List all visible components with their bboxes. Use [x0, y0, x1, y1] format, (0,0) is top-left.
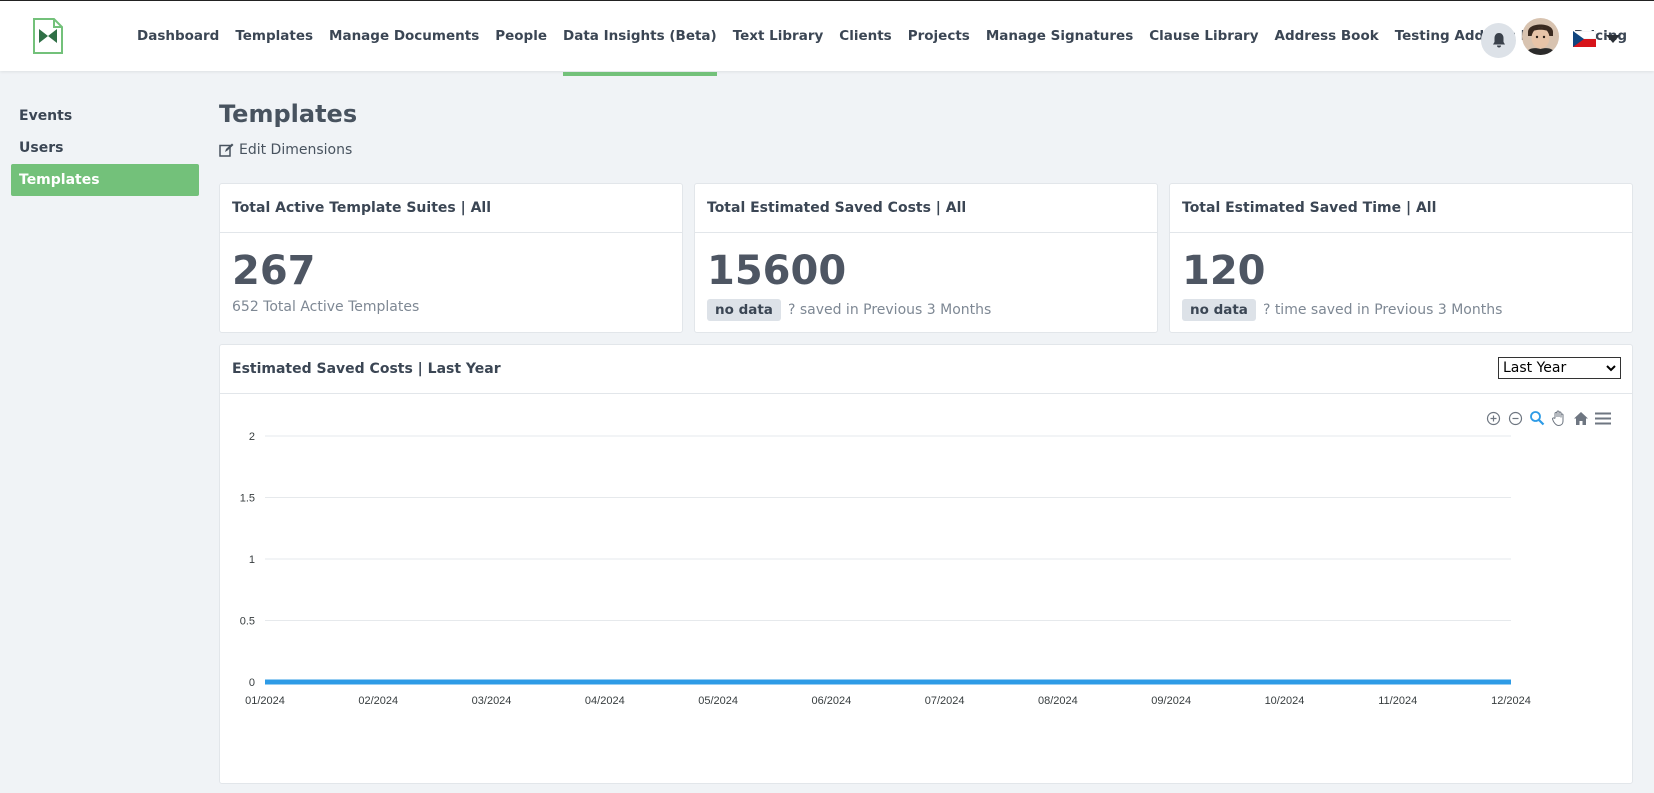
card-title: Total Estimated Saved Time | All [1170, 184, 1632, 233]
sidebar: Events Users Templates [11, 100, 199, 196]
edit-dimensions-link[interactable]: Edit Dimensions [219, 142, 352, 158]
language-dropdown-chevron-down-icon[interactable] [1606, 35, 1620, 43]
range-select[interactable]: Last Year [1498, 357, 1621, 379]
bell-icon [1492, 33, 1505, 48]
zoom-in-icon[interactable] [1485, 410, 1501, 426]
nav-item-clients[interactable]: Clients [839, 28, 892, 44]
y-tick-label: 0 [249, 677, 255, 689]
saved-costs-chart: 0 0.5 1 1.5 2 01/2024 02/2024 03/2024 04/2024 05/… [240, 431, 1531, 707]
edit-icon [219, 143, 234, 157]
zoom-out-icon[interactable] [1507, 410, 1523, 426]
page-title: Templates [219, 100, 358, 128]
stat-value: 120 [1182, 248, 1266, 294]
sidebar-item-events[interactable]: Events [19, 108, 73, 124]
chevron-down-icon [1606, 364, 1616, 371]
nav-item-data-insights-beta[interactable]: Data Insights (Beta) [555, 1, 725, 76]
chart-toolbar [1485, 410, 1611, 426]
y-tick-label: 1 [249, 554, 255, 566]
top-navbar: Dashboard Templates Manage Documents People… [0, 0, 1654, 76]
stat-card-template-suites: Total Active Template Suites | All 267 6… [219, 183, 683, 333]
sidebar-item-users[interactable]: Users [19, 140, 64, 156]
stat-value: 15600 [707, 248, 847, 294]
stat-value: 267 [232, 248, 316, 294]
sidebar-item-templates[interactable]: Templates [11, 164, 199, 196]
x-tick-label: 03/2024 [472, 695, 512, 707]
x-tick-label: 11/2024 [1378, 695, 1417, 707]
stat-card-saved-costs: Total Estimated Saved Costs | All 15600 … [694, 183, 1158, 333]
x-tick-label: 05/2024 [698, 695, 738, 707]
card-title: Total Estimated Saved Costs | All [695, 184, 1157, 233]
notifications-button[interactable] [1481, 23, 1516, 58]
nav-item-manage-documents[interactable]: Manage Documents [329, 28, 480, 44]
x-tick-label: 06/2024 [811, 695, 851, 707]
x-tick-label: 07/2024 [925, 695, 965, 707]
language-flag-icon[interactable] [1572, 30, 1597, 47]
y-tick-label: 1.5 [240, 493, 255, 505]
range-select-value: Last Year [1503, 360, 1567, 376]
nav-item-text-library[interactable]: Text Library [732, 28, 824, 44]
edit-dimensions-label: Edit Dimensions [239, 142, 353, 158]
stat-subtext: ? saved in Previous 3 Months [787, 302, 992, 318]
x-tick-label: 10/2024 [1265, 695, 1305, 707]
x-tick-label: 09/2024 [1151, 695, 1191, 707]
nav-item-testing-address-book[interactable]: Testing Address book [1394, 28, 1558, 44]
nav-item-dashboard[interactable]: Dashboard [137, 28, 220, 44]
stat-card-saved-time: Total Estimated Saved Time | All 120 no … [1169, 183, 1633, 333]
zoom-select-icon[interactable] [1529, 410, 1545, 426]
card-title: Total Active Template Suites | All [220, 184, 682, 233]
home-icon[interactable] [1573, 410, 1589, 426]
stat-subtext: 652 Total Active Templates [232, 299, 420, 315]
chart-panel: Estimated Saved Costs | Last Year [219, 344, 1633, 784]
nav-item-address-book[interactable]: Address Book [1274, 28, 1379, 44]
x-tick-label: 12/2024 [1491, 695, 1531, 707]
menu-icon[interactable] [1595, 410, 1611, 426]
nav-item-projects[interactable]: Projects [907, 28, 970, 44]
nav-item-clause-library[interactable]: Clause Library [1149, 28, 1259, 44]
nav-item-people[interactable]: People [495, 28, 548, 44]
main-nav: Dashboard Templates Manage Documents People… [129, 1, 1635, 76]
pan-icon[interactable] [1551, 410, 1567, 426]
x-tick-label: 04/2024 [585, 695, 625, 707]
chart-title: Estimated Saved Costs | Last Year [220, 345, 1632, 394]
x-tick-label: 08/2024 [1038, 695, 1078, 707]
status-badge: no data [707, 299, 781, 321]
y-tick-label: 2 [249, 431, 255, 443]
x-tick-label: 01/2024 [245, 695, 285, 707]
y-tick-label: 0.5 [240, 616, 255, 628]
app-logo[interactable] [32, 17, 64, 55]
status-badge: no data [1182, 299, 1256, 321]
user-avatar[interactable] [1522, 18, 1559, 55]
nav-item-templates[interactable]: Templates [235, 28, 314, 44]
stat-subtext: ? time saved in Previous 3 Months [1262, 302, 1503, 318]
x-tick-label: 02/2024 [358, 695, 398, 707]
nav-item-manage-signatures[interactable]: Manage Signatures [985, 28, 1134, 44]
